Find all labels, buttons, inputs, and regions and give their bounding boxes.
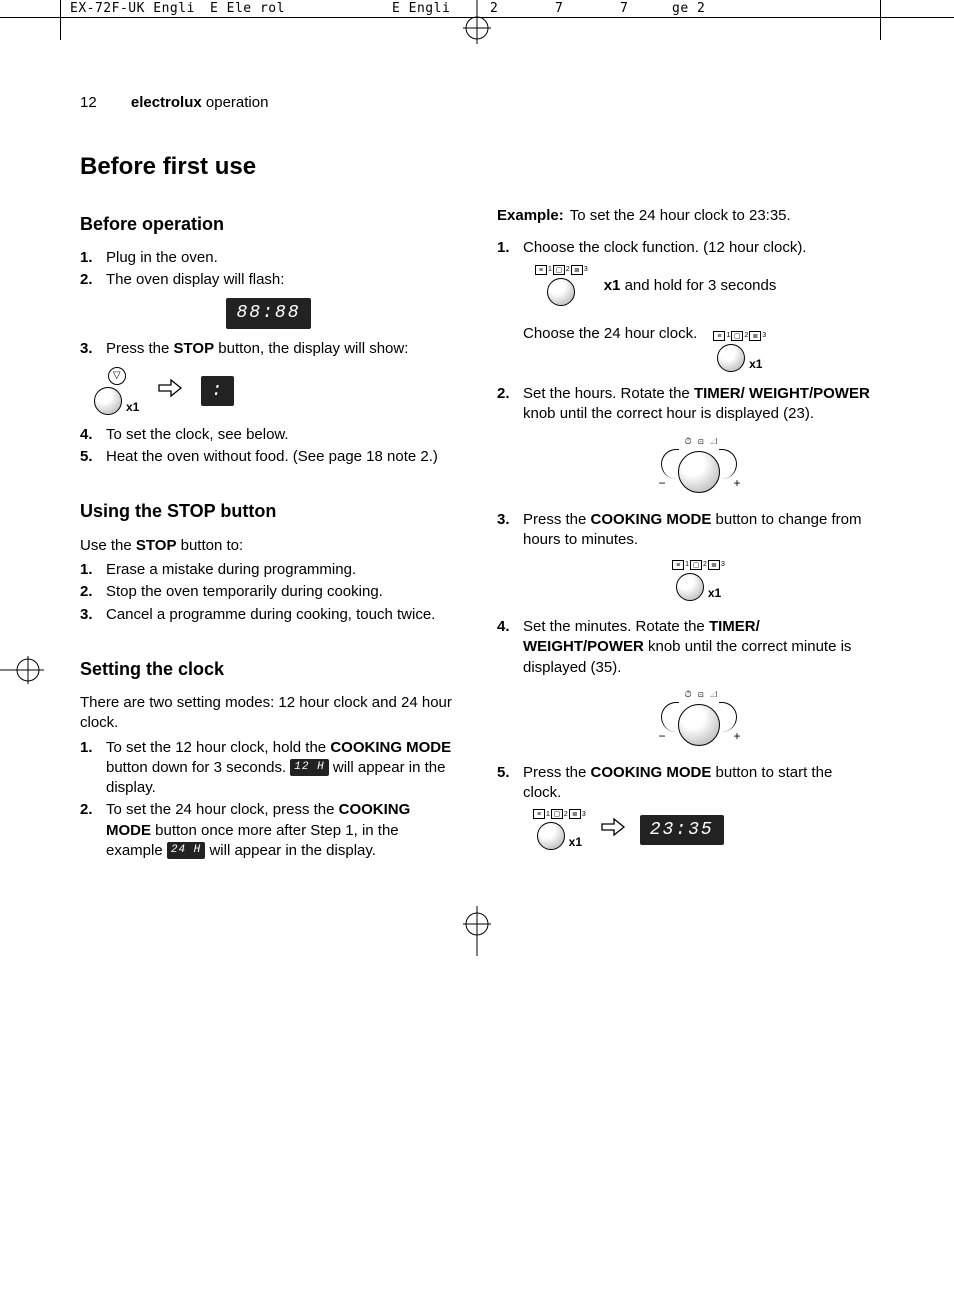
- rotary-knob-figure: ⏱ ⊡ ◿ − +: [659, 435, 739, 500]
- before-op-list: 1.Plug in the oven. 2.The oven display w…: [80, 248, 457, 291]
- crop-header: EX-72F-UK Engli E Ele rol E Engli 2 7 7 …: [0, 0, 954, 18]
- button-knob-icon: [676, 573, 704, 601]
- arrow-right-icon: [157, 377, 183, 405]
- stop-press-figure: x1 :: [80, 367, 457, 415]
- stop-icon: [108, 367, 126, 385]
- rotary-knob-icon: [678, 451, 720, 493]
- left-column: Before operation 1.Plug in the oven. 2.T…: [80, 206, 457, 867]
- button-knob-icon: [547, 278, 575, 306]
- rotary-knob-icon: [678, 704, 720, 746]
- brand: electrolux: [131, 94, 202, 111]
- minus-icon: −: [659, 728, 666, 744]
- page-number: 12: [80, 93, 97, 113]
- mode-button-figure: ≡1 ▢2 ≣3: [535, 265, 588, 306]
- badge-24h: 24 H: [167, 842, 205, 859]
- button-knob-icon: [537, 822, 565, 850]
- page-body: 12 electrolux operation Before first use…: [0, 18, 954, 1006]
- crop-seg: E Ele rol: [210, 0, 285, 18]
- heading-stop: Using the STOP button: [80, 499, 457, 523]
- stop-lead: Use the STOP button to:: [80, 536, 457, 556]
- right-column: Example: To set the 24 hour clock to 23:…: [497, 206, 874, 867]
- minus-icon: −: [659, 475, 666, 491]
- crop-center-bottom-icon: [457, 906, 497, 962]
- crop-seg: 7: [620, 0, 628, 18]
- display-8888: 88:88: [80, 298, 457, 328]
- page-title: Before first use: [80, 151, 874, 183]
- running-head: 12 electrolux operation: [80, 93, 874, 113]
- crop-seg: E Engli: [392, 0, 450, 18]
- section-name: operation: [202, 94, 269, 111]
- crop-seg: 7: [555, 0, 563, 18]
- badge-12h: 12 H: [290, 759, 328, 776]
- plus-icon: +: [733, 475, 740, 491]
- display-blank: :: [201, 376, 234, 406]
- crop-seg: ge 2: [672, 0, 705, 18]
- heading-clock: Setting the clock: [80, 657, 457, 681]
- button-knob-icon: [94, 387, 122, 415]
- clock-list: 1. To set the 12 hour clock, hold the CO…: [80, 738, 457, 862]
- arrow-right-icon: [600, 816, 626, 844]
- heading-before-operation: Before operation: [80, 212, 457, 236]
- rotary-knob-figure: ⏱ ⊡ ◿ − +: [659, 688, 739, 753]
- final-figure: ≡1 ▢2 ≣3 x1 23:35: [533, 809, 874, 850]
- button-knob-icon: [717, 344, 745, 372]
- clock-lead: There are two setting modes: 12 hour clo…: [80, 693, 457, 734]
- display-2335: 23:35: [640, 815, 724, 845]
- mode-button-figure: ≡1 ▢2 ≣3 x1: [672, 560, 725, 601]
- example-row: Example: To set the 24 hour clock to 23:…: [497, 206, 874, 226]
- mode-icons: ≡1 ▢2 ≣3: [535, 265, 588, 275]
- crop-seg: EX-72F-UK Engli: [70, 0, 195, 18]
- plus-icon: +: [733, 728, 740, 744]
- stop-list: 1.Erase a mistake during programming. 2.…: [80, 560, 457, 625]
- mode-button-figure: ≡1 ▢2 ≣3 x1: [713, 331, 766, 372]
- crop-footer: [80, 906, 874, 966]
